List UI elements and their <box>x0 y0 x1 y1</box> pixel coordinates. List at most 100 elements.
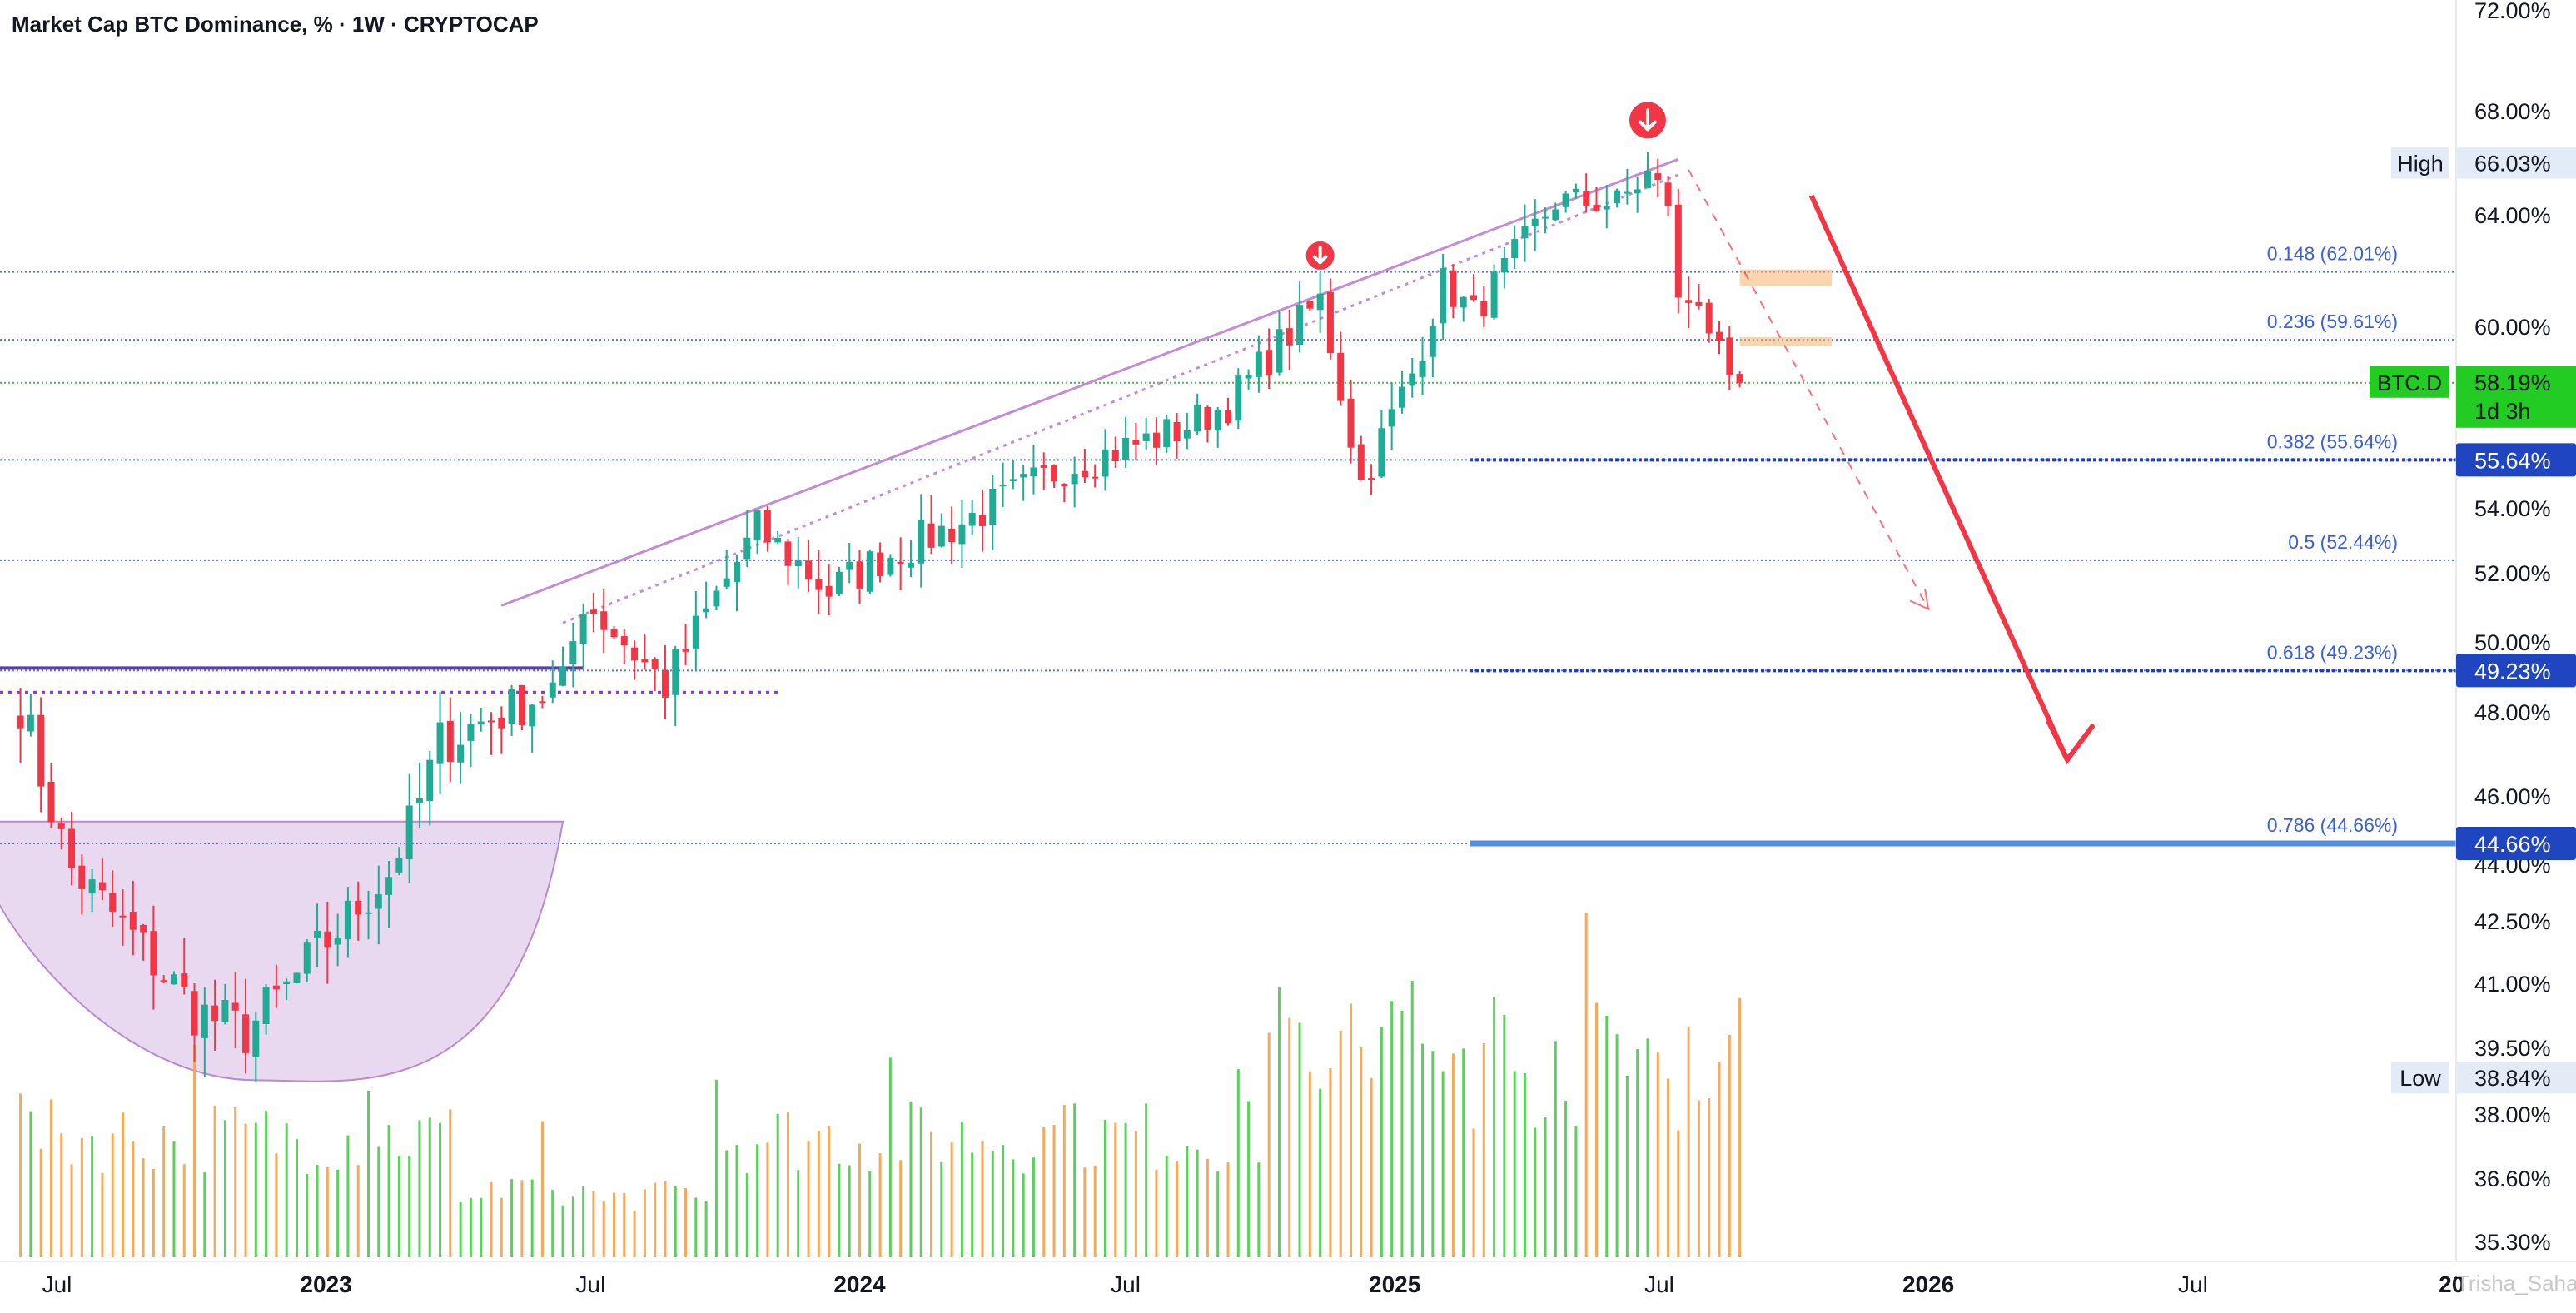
candle[interactable] <box>846 543 853 584</box>
candle[interactable] <box>549 660 556 704</box>
candle[interactable] <box>1368 464 1375 495</box>
candle[interactable] <box>518 684 525 731</box>
candle[interactable] <box>1132 423 1140 460</box>
candle[interactable] <box>1500 246 1508 289</box>
candle[interactable] <box>467 714 475 768</box>
candle[interactable] <box>375 865 382 945</box>
candle[interactable] <box>1102 429 1109 491</box>
candle[interactable] <box>763 505 771 552</box>
candle[interactable] <box>355 881 362 941</box>
candle[interactable] <box>682 623 689 665</box>
candle[interactable] <box>1440 253 1447 341</box>
candle[interactable] <box>1214 406 1221 448</box>
candle[interactable] <box>1122 416 1130 468</box>
sell-signal-marker[interactable] <box>1629 102 1666 139</box>
candle[interactable] <box>119 889 127 946</box>
candle[interactable] <box>303 939 311 983</box>
candle[interactable] <box>1225 397 1231 426</box>
candle[interactable] <box>825 564 833 616</box>
candle[interactable] <box>1664 176 1672 216</box>
candle[interactable] <box>529 704 536 753</box>
candle[interactable] <box>579 603 587 668</box>
candle[interactable] <box>1480 286 1488 327</box>
candle[interactable] <box>1562 191 1569 213</box>
candle[interactable] <box>324 901 331 984</box>
candle[interactable] <box>1173 413 1181 459</box>
candle[interactable] <box>1296 280 1304 353</box>
candle[interactable] <box>1490 264 1498 320</box>
candle[interactable] <box>661 645 669 720</box>
candle[interactable] <box>610 625 618 639</box>
candle[interactable] <box>569 623 577 688</box>
candle[interactable] <box>1705 298 1713 343</box>
candle[interactable] <box>314 903 321 967</box>
candle[interactable] <box>272 964 280 1008</box>
candle[interactable] <box>815 550 823 614</box>
candle[interactable] <box>508 684 515 736</box>
candle[interactable] <box>774 531 782 545</box>
candle[interactable] <box>1644 152 1651 189</box>
candle[interactable] <box>129 880 137 956</box>
candle[interactable] <box>88 868 96 913</box>
candle[interactable] <box>1614 188 1621 208</box>
candle[interactable] <box>1092 464 1099 488</box>
candle[interactable] <box>1347 380 1355 464</box>
candle[interactable] <box>559 646 567 687</box>
candle[interactable] <box>794 536 802 589</box>
candle[interactable] <box>1081 449 1088 484</box>
candle[interactable] <box>17 688 24 763</box>
candle[interactable] <box>1163 415 1171 454</box>
candle[interactable] <box>1716 321 1723 354</box>
candle[interactable] <box>1726 326 1733 390</box>
candle[interactable] <box>181 938 188 995</box>
candle[interactable] <box>498 706 505 754</box>
candle[interactable] <box>1634 177 1641 213</box>
candle[interactable] <box>334 913 341 967</box>
candle[interactable] <box>211 979 219 1052</box>
candle[interactable] <box>1470 274 1477 302</box>
candle[interactable] <box>385 861 393 928</box>
candle[interactable] <box>191 983 198 1062</box>
candle[interactable] <box>252 1012 260 1082</box>
candle[interactable] <box>713 585 720 611</box>
candle[interactable] <box>1542 207 1549 234</box>
candle[interactable] <box>723 550 730 589</box>
candle[interactable] <box>262 983 270 1035</box>
candle[interactable] <box>1306 300 1314 311</box>
candle[interactable] <box>692 591 699 672</box>
candle[interactable] <box>1266 328 1273 390</box>
candle[interactable] <box>140 923 147 961</box>
candle[interactable] <box>109 870 117 927</box>
candle[interactable] <box>784 539 792 585</box>
candle[interactable] <box>57 817 65 850</box>
candle[interactable] <box>344 887 351 958</box>
candle[interactable] <box>488 712 495 755</box>
candle[interactable] <box>672 645 679 727</box>
candle[interactable] <box>457 712 465 784</box>
candle[interactable] <box>620 629 628 664</box>
candle[interactable] <box>1071 456 1078 508</box>
candle[interactable] <box>1736 371 1743 388</box>
candle[interactable] <box>1357 435 1365 481</box>
candle[interactable] <box>170 971 177 985</box>
candle[interactable] <box>477 707 485 732</box>
candle[interactable] <box>1603 185 1610 229</box>
candle[interactable] <box>27 694 34 737</box>
candle[interactable] <box>1245 369 1252 390</box>
candle[interactable] <box>631 640 639 680</box>
candle[interactable] <box>1276 311 1283 376</box>
candle[interactable] <box>1419 336 1426 395</box>
candle[interactable] <box>600 589 608 654</box>
candle[interactable] <box>651 657 659 692</box>
candle[interactable] <box>1511 225 1519 269</box>
candle[interactable] <box>703 581 710 619</box>
candle[interactable] <box>887 554 894 577</box>
candle[interactable] <box>242 978 249 1074</box>
candle[interactable] <box>835 566 843 596</box>
candle[interactable] <box>405 773 413 883</box>
candle[interactable] <box>160 975 167 984</box>
candle[interactable] <box>1183 412 1191 450</box>
candle[interactable] <box>68 811 76 886</box>
